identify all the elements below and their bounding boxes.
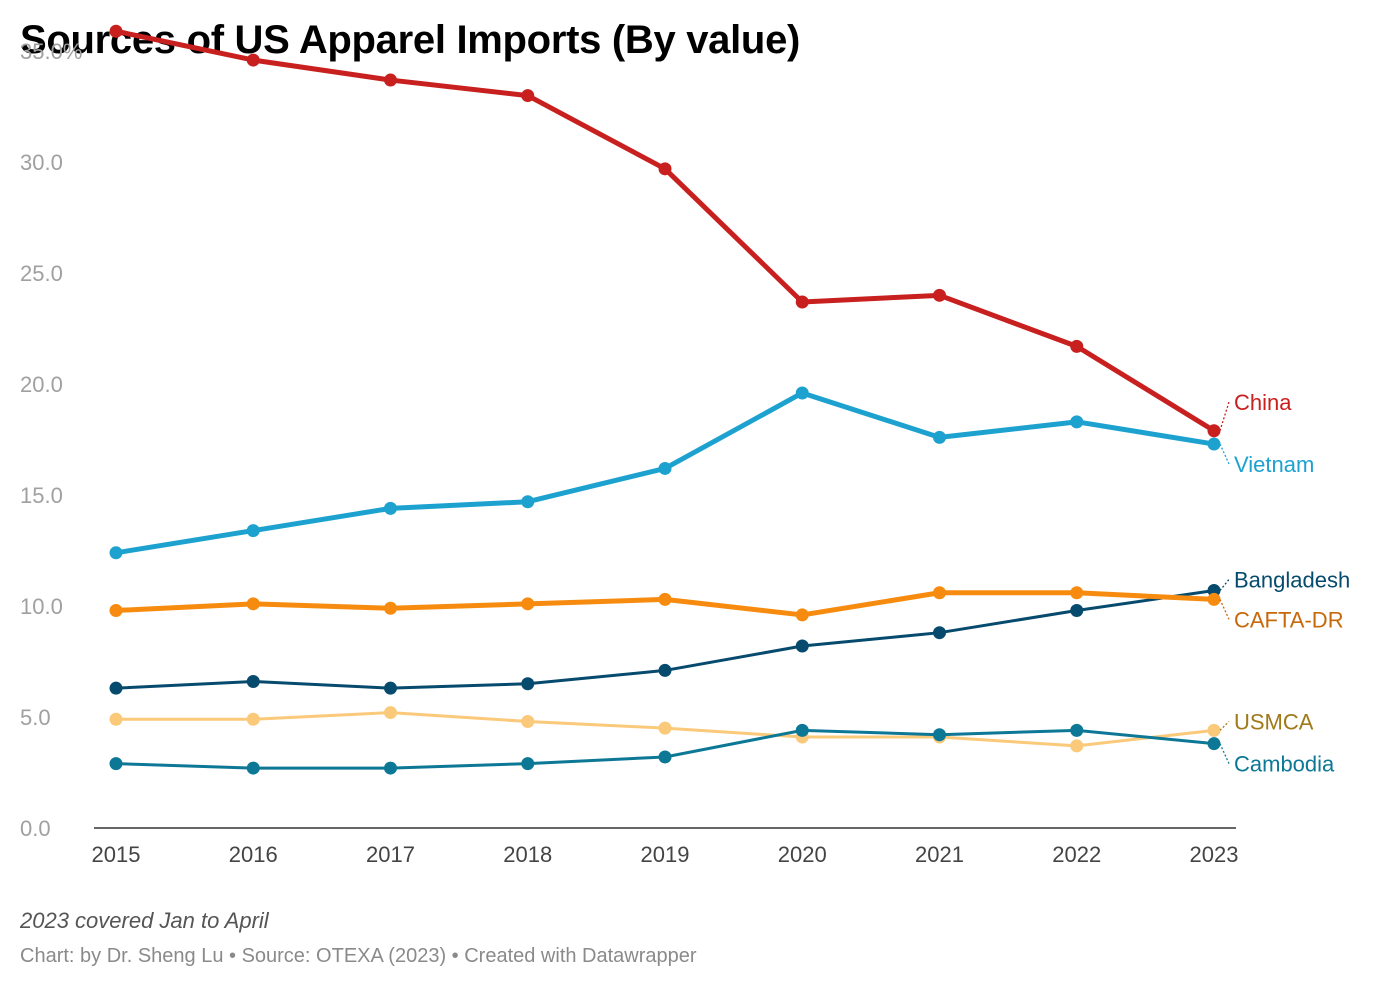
data-point-usmca [109,712,123,726]
y-axis-ticks: 0.0 5.0 10.0 15.0 20.0 25.0 30.0 35.0% [20,39,82,841]
series-usmca [109,706,1221,753]
series-group [109,24,1221,775]
data-point-cambodia [521,757,535,771]
data-point-vietnam [384,501,397,515]
data-point-china [521,89,535,103]
series-labels: China Vietnam Bangladesh CAFTA-DR USMCA Cambo… [1219,390,1350,777]
data-point-china [1207,424,1221,438]
x-tick-label: 2019 [641,842,690,867]
data-point-bangladesh [246,675,260,689]
series-label-china: China [1234,390,1292,415]
data-point-bangladesh [109,681,123,695]
data-point-cafta-dr [109,603,123,617]
series-label-cambodia: Cambodia [1234,752,1335,777]
y-tick-label: 30.0 [20,150,63,175]
chart-credit: Chart: by Dr. Sheng Lu • Source: OTEXA (… [20,945,697,967]
x-tick-label: 2020 [778,842,827,867]
data-point-china [384,73,397,87]
data-point-usmca [521,714,535,728]
data-point-vietnam [521,495,535,509]
label-leader-usmca [1219,721,1230,731]
label-leader-china [1219,401,1230,431]
data-point-china [933,288,946,302]
data-point-bangladesh [933,626,946,640]
data-point-cambodia [246,761,260,775]
series-china [109,24,1221,438]
data-point-usmca [658,721,672,735]
label-leader-cafta-dr [1219,599,1230,620]
y-tick-label: 10.0 [20,594,63,619]
x-tick-label: 2021 [915,842,964,867]
x-tick-label: 2023 [1190,842,1239,867]
data-point-china [109,24,123,38]
chart-note: 2023 covered Jan to April [20,908,269,933]
series-label-bangladesh: Bangladesh [1234,567,1350,592]
y-tick-label: 35.0% [20,39,82,64]
data-point-usmca [246,712,260,726]
data-point-china [1070,339,1084,353]
data-point-vietnam [933,430,946,444]
series-label-cafta-dr: CAFTA-DR [1234,607,1344,632]
y-tick-label: 15.0 [20,483,63,508]
data-point-cafta-dr [1070,586,1084,600]
y-tick-label: 0.0 [20,816,51,841]
label-leader-vietnam [1219,443,1230,465]
series-cambodia [109,723,1221,775]
data-point-china [795,295,809,309]
data-point-cambodia [658,750,672,764]
data-point-bangladesh [521,677,535,691]
data-point-bangladesh [384,681,397,695]
data-point-usmca [1070,739,1084,753]
data-point-bangladesh [1070,603,1084,617]
y-tick-label: 5.0 [20,705,51,730]
data-point-vietnam [246,524,260,538]
data-point-bangladesh [795,639,809,653]
data-point-vietnam [1207,437,1221,451]
data-point-cafta-dr [246,597,260,611]
y-tick-label: 25.0 [20,261,63,286]
data-point-cambodia [1070,723,1084,737]
data-point-vietnam [1070,415,1084,429]
data-point-vietnam [658,461,672,475]
series-cafta-dr [109,586,1221,622]
data-point-usmca [384,706,397,720]
data-point-cambodia [109,757,123,771]
data-point-bangladesh [658,663,672,677]
label-leader-bangladesh [1219,579,1230,591]
label-leader-cambodia [1219,743,1230,764]
series-label-vietnam: Vietnam [1234,452,1314,477]
data-point-cafta-dr [521,597,535,611]
x-tick-label: 2016 [229,842,278,867]
x-axis-ticks: 2015 2016 2017 2018 2019 2020 2021 2022 2023 [92,842,1239,867]
data-point-china [246,53,260,67]
x-tick-label: 2022 [1052,842,1101,867]
series-vietnam [109,386,1221,560]
y-tick-label: 20.0 [20,372,63,397]
x-tick-label: 2018 [503,842,552,867]
data-point-cambodia [384,761,397,775]
series-label-usmca: USMCA [1234,709,1314,734]
x-tick-label: 2017 [366,842,415,867]
data-point-vietnam [795,386,809,400]
data-point-cambodia [933,728,946,742]
data-point-usmca [1207,723,1221,737]
data-point-cafta-dr [795,608,809,622]
data-point-vietnam [109,546,123,560]
data-point-cafta-dr [1207,592,1221,606]
data-point-china [658,162,672,176]
data-point-cambodia [795,723,809,737]
data-point-cafta-dr [933,586,946,600]
data-point-cambodia [1207,737,1221,751]
data-point-cafta-dr [384,601,397,615]
data-point-cafta-dr [658,592,672,606]
x-tick-label: 2015 [92,842,141,867]
series-line-china [113,28,1217,434]
series-bangladesh [109,584,1221,695]
